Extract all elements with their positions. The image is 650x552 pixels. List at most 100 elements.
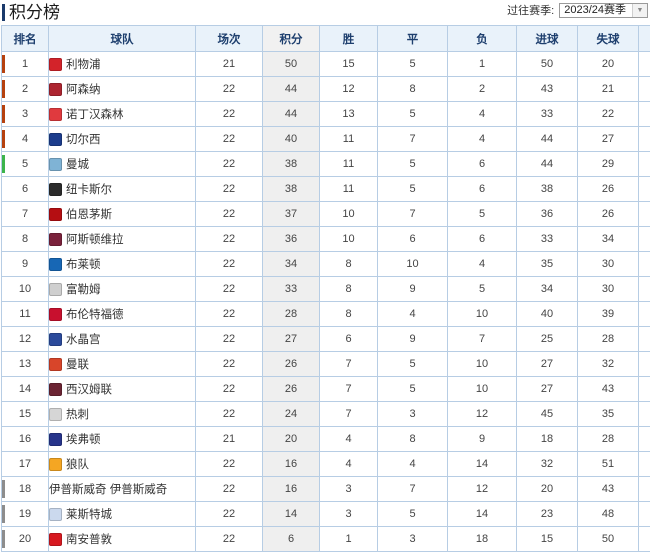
column-header-goal-diff[interactable]: 净胜球 [639,26,650,52]
cell-team[interactable]: 热刺 [49,402,196,427]
team-name[interactable]: 纽卡斯尔 [66,181,112,197]
season-select[interactable]: 2023/24赛季 ▼ [559,3,648,18]
cell-team[interactable]: 纽卡斯尔 [49,177,196,202]
team-name[interactable]: 曼联 [66,356,89,372]
team-name[interactable]: 切尔西 [66,131,101,147]
team-name[interactable]: 伯恩茅斯 [66,206,112,222]
team-cell[interactable]: 布莱顿 [49,256,195,272]
team-cell[interactable]: 水晶宫 [49,331,195,347]
team-name[interactable]: 布莱顿 [66,256,101,272]
cell-team[interactable]: 布莱顿 [49,252,196,277]
cell-team[interactable]: 曼城 [49,152,196,177]
team-cell[interactable]: 曼联 [49,356,195,372]
column-header-loss[interactable]: 负 [448,26,517,52]
team-name[interactable]: 热刺 [66,406,89,422]
team-cell[interactable]: 阿斯顿维拉 [49,231,195,247]
rank-number: 7 [22,208,28,220]
cell-team[interactable]: 阿斯顿维拉 [49,227,196,252]
cell-team[interactable]: 西汉姆联 [49,377,196,402]
cell-points: 14 [263,502,320,527]
team-cell[interactable]: 狼队 [49,456,195,472]
team-cell[interactable]: 富勒姆 [49,281,195,297]
cell-team[interactable]: 伊普斯威奇 伊普斯威奇 [49,477,196,502]
team-cell[interactable]: 莱斯特城 [49,506,195,522]
team-cell[interactable]: 切尔西 [49,131,195,147]
table-row[interactable]: 6纽卡斯尔22381156382612 [2,177,650,202]
table-row[interactable]: 2阿森纳22441282432122 [2,77,650,102]
cell-goal-diff: 4 [639,277,650,302]
team-name[interactable]: 富勒姆 [66,281,101,297]
team-cell[interactable]: 诺丁汉森林 [49,106,195,122]
team-cell[interactable]: 热刺 [49,406,195,422]
table-row[interactable]: 1利物浦21501551502030 [2,52,650,77]
team-name[interactable]: 水晶宫 [66,331,101,347]
team-cell[interactable]: 曼城 [49,156,195,172]
team-name[interactable]: 曼城 [66,156,89,172]
table-row[interactable]: 10富勒姆223389534304 [2,277,650,302]
table-row[interactable]: 3诺丁汉森林22441354332211 [2,102,650,127]
cell-team[interactable]: 诺丁汉森林 [49,102,196,127]
team-name[interactable]: 西汉姆联 [66,381,112,397]
cell-team[interactable]: 曼联 [49,352,196,377]
team-name[interactable]: 布伦特福德 [66,306,124,322]
team-cell[interactable]: 布伦特福德 [49,306,195,322]
team-name[interactable]: 伊普斯威奇 伊普斯威奇 [49,481,167,497]
cell-team[interactable]: 阿森纳 [49,77,196,102]
team-cell[interactable]: 纽卡斯尔 [49,181,195,197]
column-header-goals-for[interactable]: 进球 [517,26,578,52]
team-name[interactable]: 狼队 [66,456,89,472]
team-cell[interactable]: 利物浦 [49,56,195,72]
table-row[interactable]: 5曼城22381156442915 [2,152,650,177]
table-row[interactable]: 9布莱顿2234810435305 [2,252,650,277]
team-name[interactable]: 诺丁汉森林 [66,106,124,122]
team-cell[interactable]: 阿森纳 [49,81,195,97]
cell-goal-diff: -10 [639,427,650,452]
column-header-draw[interactable]: 平 [378,26,448,52]
cell-win: 10 [320,227,378,252]
cell-team[interactable]: 埃弗顿 [49,427,196,452]
cell-team[interactable]: 伯恩茅斯 [49,202,196,227]
table-row[interactable]: 4切尔西22401174442717 [2,127,650,152]
cell-team[interactable]: 南安普敦 [49,527,196,552]
column-header-win[interactable]: 胜 [320,26,378,52]
team-name[interactable]: 莱斯特城 [66,506,112,522]
column-header-played[interactable]: 场次 [196,26,263,52]
cell-team[interactable]: 水晶宫 [49,327,196,352]
team-name[interactable]: 阿森纳 [66,81,101,97]
season-picker[interactable]: 过往赛季: 2023/24赛季 ▼ [507,2,648,18]
column-header-rank[interactable]: 排名 [2,26,49,52]
team-cell[interactable]: 伯恩茅斯 [49,206,195,222]
team-cell[interactable]: 伊普斯威奇 伊普斯威奇 [49,481,195,497]
chevron-down-icon[interactable]: ▼ [632,4,647,17]
cell-team[interactable]: 利物浦 [49,52,196,77]
team-cell[interactable]: 埃弗顿 [49,431,195,447]
cell-team[interactable]: 富勒姆 [49,277,196,302]
column-header-points[interactable]: 积分 [263,26,320,52]
zone-indicator-bar [2,305,5,323]
cell-points: 26 [263,352,320,377]
team-cell[interactable]: 西汉姆联 [49,381,195,397]
cell-goals-against: 28 [578,327,639,352]
table-row[interactable]: 7伯恩茅斯22371075362610 [2,202,650,227]
cell-goals-for: 44 [517,127,578,152]
team-name[interactable]: 埃弗顿 [66,431,101,447]
cell-team[interactable]: 狼队 [49,452,196,477]
team-name[interactable]: 利物浦 [66,56,101,72]
cell-team[interactable]: 布伦特福德 [49,302,196,327]
column-header-team[interactable]: 球队 [49,26,196,52]
cell-team[interactable]: 莱斯特城 [49,502,196,527]
cell-team[interactable]: 切尔西 [49,127,196,152]
column-header-goals-against[interactable]: 失球 [578,26,639,52]
team-name[interactable]: 阿斯顿维拉 [66,231,124,247]
table-row[interactable]: 15热刺22247312453510 [2,402,650,427]
